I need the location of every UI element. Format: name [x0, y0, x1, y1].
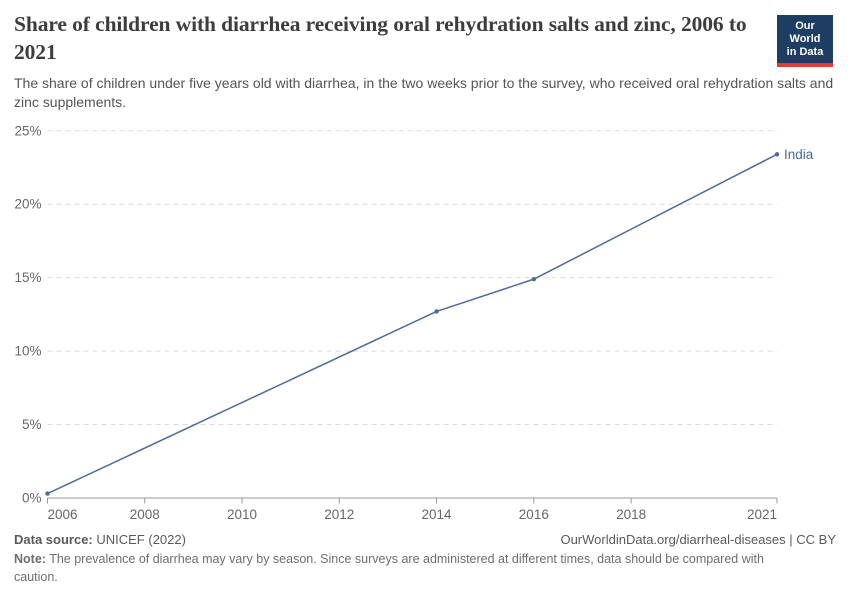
- chart-note: Note: The prevalence of diarrhea may var…: [14, 551, 786, 586]
- x-axis-tick-label: 2010: [227, 507, 257, 522]
- x-axis-tick-label: 2016: [519, 507, 549, 522]
- x-axis-tick-label: 2008: [130, 507, 160, 522]
- data-point-marker[interactable]: [45, 491, 50, 496]
- note-value: The prevalence of diarrhea may vary by s…: [14, 552, 764, 584]
- data-point-marker[interactable]: [774, 152, 780, 157]
- x-axis-tick-label: 2012: [324, 507, 354, 522]
- data-source-label: Data source:: [14, 532, 93, 547]
- owid-logo[interactable]: Our World in Data: [777, 15, 833, 67]
- chart-subtitle: The share of children under five years o…: [14, 75, 834, 110]
- series-end-label-india[interactable]: India: [784, 147, 814, 162]
- note-label: Note:: [14, 552, 46, 566]
- owid-logo-line1: Our World: [789, 20, 821, 45]
- data-point-marker[interactable]: [531, 276, 537, 282]
- y-axis-tick-label: 10%: [14, 344, 41, 359]
- owid-logo-line2: in Data: [786, 46, 824, 58]
- data-source: Data source: UNICEF (2022): [14, 531, 186, 548]
- y-axis-tick-label: 0%: [22, 491, 42, 506]
- y-axis-tick-label: 20%: [14, 197, 41, 212]
- x-axis-tick-label: 2021: [747, 507, 777, 522]
- y-axis-tick-label: 15%: [14, 270, 41, 285]
- chart-title: Share of children with diarrhea receivin…: [14, 12, 747, 64]
- y-axis-tick-label: 25%: [14, 123, 41, 138]
- data-source-value: UNICEF (2022): [92, 532, 186, 547]
- data-point-marker[interactable]: [434, 309, 439, 314]
- attribution-link[interactable]: OurWorldinData.org/diarrheal-diseases | …: [560, 532, 836, 547]
- x-axis-tick-label: 2006: [48, 507, 78, 522]
- x-axis-tick-label: 2014: [422, 507, 453, 522]
- y-axis-tick-label: 5%: [22, 417, 42, 432]
- series-line-india[interactable]: [46, 153, 778, 495]
- chart-footer: Data source: UNICEF (2022) OurWorldinDat…: [14, 531, 836, 548]
- x-axis-tick-label: 2018: [616, 507, 646, 522]
